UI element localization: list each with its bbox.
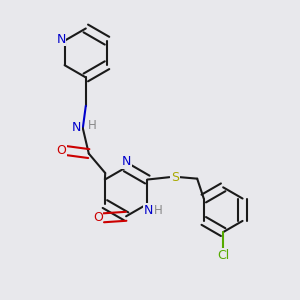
Text: N: N	[144, 204, 154, 217]
Text: O: O	[56, 143, 66, 157]
Text: Cl: Cl	[217, 249, 229, 262]
Text: N: N	[122, 155, 131, 168]
Text: S: S	[171, 171, 179, 184]
Text: N: N	[56, 33, 66, 46]
Text: N: N	[72, 121, 81, 134]
Text: O: O	[93, 211, 103, 224]
Text: H: H	[87, 119, 96, 132]
Text: H: H	[153, 204, 162, 217]
